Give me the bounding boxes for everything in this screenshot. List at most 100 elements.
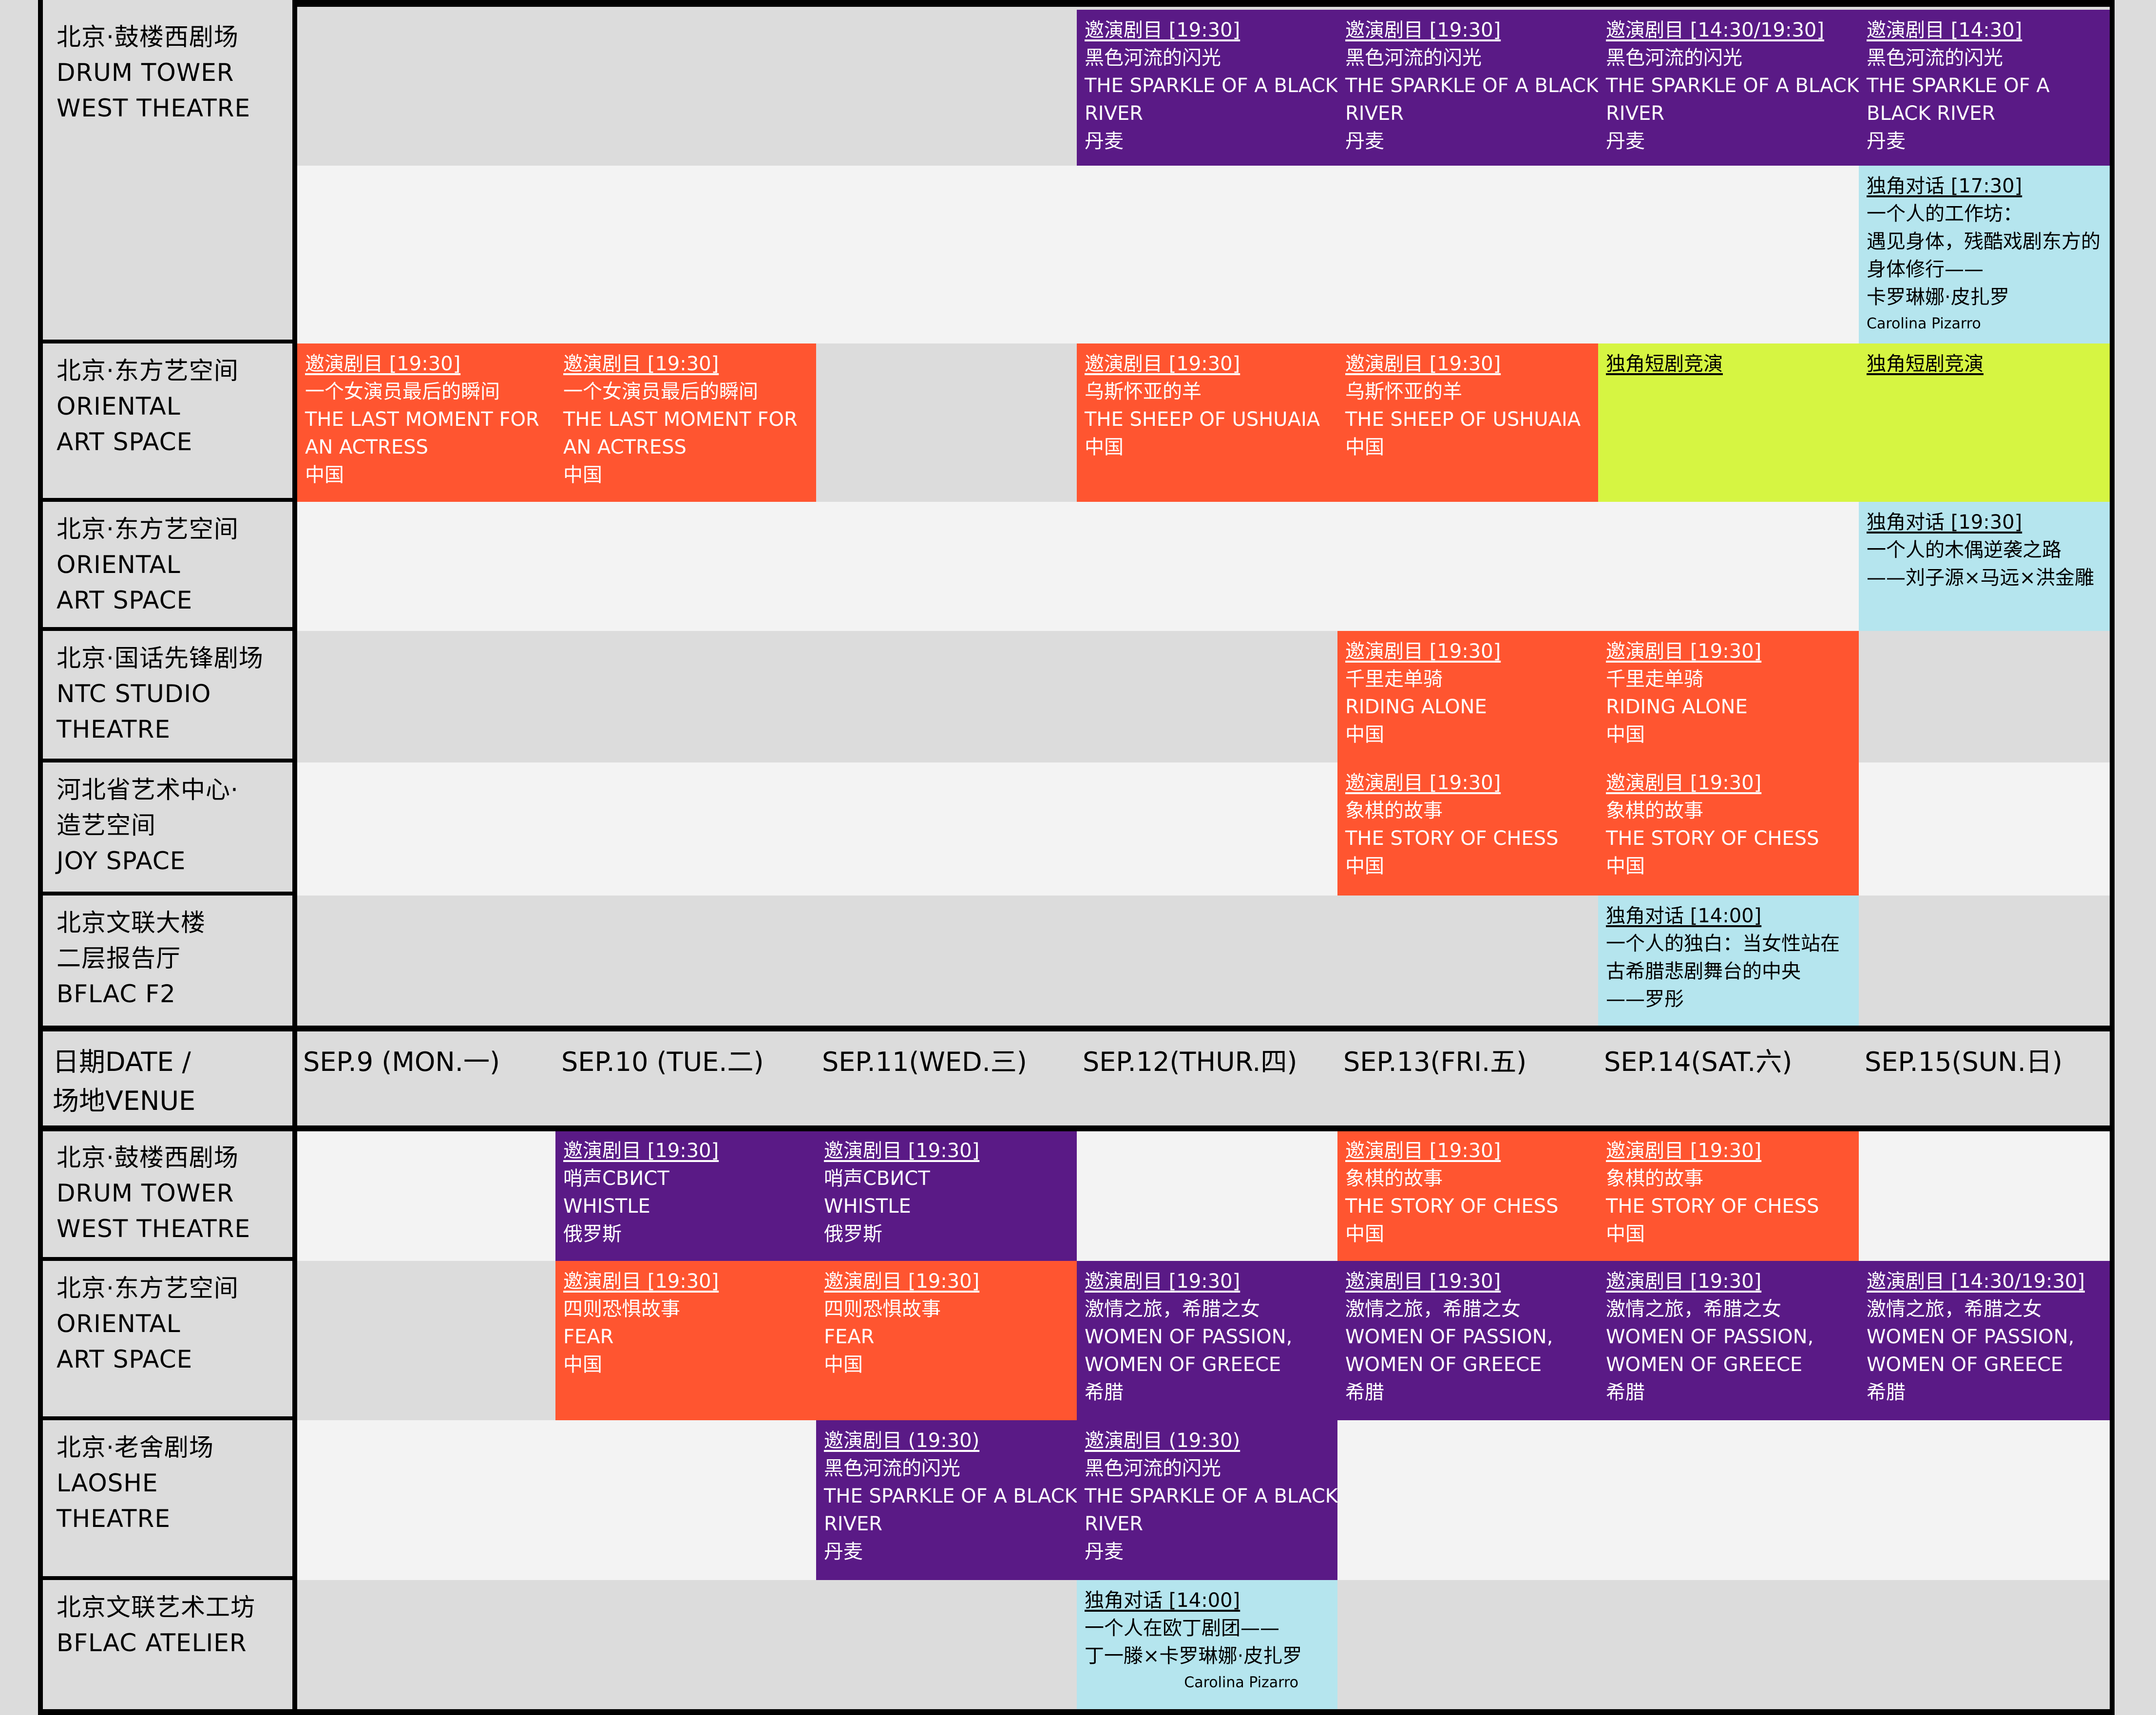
event-text-line: 俄罗斯 (824, 1223, 882, 1245)
event-invited[interactable]: 邀演剧目 [19:30] 哨声СВИСТ WHISTLE 俄罗斯 (816, 1130, 1077, 1261)
event-monodialogue[interactable]: 独角对话 [19:30] 一个人的木偶逆袭之路 ——刘子源×马远×洪金雕 (1859, 502, 2115, 631)
event-text-line: 哨声СВИСТ (563, 1167, 669, 1190)
grid-line (38, 1709, 2115, 1715)
event-text-line: 激情之旅，希腊之女 (1085, 1298, 1260, 1320)
event-text-line: THE SPARKLE OF A BLACK (824, 1485, 1077, 1507)
event-monodialogue[interactable]: 独角对话 [17:30] 一个人的工作坊： 遇见身体，残酷戏剧东方的 身体修行—— 卡罗… (1859, 166, 2115, 343)
event-invited[interactable]: 邀演剧目 [14:30] 黑色河流的闪光 THE SPARKLE OF A BLACK… (1859, 10, 2115, 166)
event-invited[interactable]: 邀演剧目 [14:30/19:30] 激情之旅，希腊之女 WOMEN OF PASS… (1859, 1261, 2115, 1420)
event-text-line: 丹麦 (824, 1541, 863, 1563)
event-category-time: 邀演剧目 [19:30] (824, 1270, 980, 1293)
venue-cell: 北京·鼓楼西剧场 DRUM TOWER WEST THEATRE (43, 10, 287, 339)
event-invited[interactable]: 邀演剧目 [14:30/19:30] 黑色河流的闪光 THE SPARKLE OF … (1598, 10, 1859, 166)
event-category-time: 邀演剧目 [19:30] (1085, 19, 1240, 41)
event-english-name: Carolina Pizarro (1184, 1674, 1298, 1691)
venue-name-line: BFLAC ATELIER (57, 1629, 247, 1657)
event-category-time: 邀演剧目 [19:30] (1345, 1140, 1501, 1162)
date-venue-label-line: 日期DATE / (53, 1047, 191, 1077)
event-text-line: 中国 (1345, 1223, 1384, 1245)
event-text-line: THE STORY OF CHESS (1345, 1195, 1559, 1218)
event-invited[interactable]: 邀演剧目 (19:30) 黑色河流的闪光 THE SPARKLE OF A BLAC… (1077, 1420, 1337, 1580)
event-text-line: 乌斯怀亚的羊 (1085, 381, 1202, 403)
event-text-line: 希腊 (1606, 1381, 1645, 1404)
grid-line (38, 759, 292, 762)
venue-name-line: NTC STUDIO (57, 680, 211, 708)
event-competition[interactable]: 独角短剧竞演 (1598, 343, 1859, 502)
event-invited[interactable]: 邀演剧目 [19:30] 黑色河流的闪光 THE SPARKLE OF A BLAC… (1077, 10, 1337, 166)
event-text-line: ——罗彤 (1606, 988, 1684, 1010)
event-english-name: Carolina Pizarro (1867, 315, 1981, 332)
event-competition[interactable]: 独角短剧竞演 (1859, 343, 2115, 502)
event-category-time: 独角对话 [19:30] (1867, 511, 2022, 534)
event-invited_red[interactable]: 邀演剧目 [19:30] 象棋的故事 THE STORY OF CHESS 中国 (1598, 1130, 1859, 1261)
venue-name-line: ORIENTAL (57, 1310, 181, 1338)
event-text-line: 黑色河流的闪光 (824, 1457, 960, 1480)
date-header-10: SEP.10 (TUE.二) (561, 1047, 764, 1077)
event-text-line: THE STORY OF CHESS (1345, 827, 1559, 850)
date-header-12: SEP.12(THUR.四) (1083, 1047, 1297, 1077)
event-text-line: 希腊 (1345, 1381, 1384, 1404)
venue-cell: 北京·东方艺空间 ORIENTAL ART SPACE (43, 343, 287, 497)
event-invited_red[interactable]: 邀演剧目 [19:30] 象棋的故事 THE STORY OF CHESS 中国 (1598, 762, 1859, 896)
event-text-line: WHISTLE (824, 1195, 911, 1218)
event-text-line: RIVER (1085, 102, 1144, 125)
event-monodialogue[interactable]: 独角对话 [14:00] 一个人在欧丁剧团—— 丁一滕×卡罗琳娜·皮扎罗 Caroli… (1077, 1580, 1337, 1710)
event-invited_red[interactable]: 邀演剧目 [19:30] 乌斯怀亚的羊 THE SHEEP OF USHUAIA 中国 (1337, 343, 1598, 502)
event-category-time: 邀演剧目 [19:30] (1345, 640, 1501, 663)
event-invited[interactable]: 邀演剧目 (19:30) 黑色河流的闪光 THE SPARKLE OF A BLAC… (816, 1420, 1077, 1580)
event-invited[interactable]: 邀演剧目 [19:30] 黑色河流的闪光 THE SPARKLE OF A BLAC… (1337, 10, 1598, 166)
event-text-line: 哨声СВИСТ (824, 1167, 930, 1190)
event-text-line: 希腊 (1085, 1381, 1124, 1404)
event-text-line: 激情之旅，希腊之女 (1345, 1298, 1521, 1320)
event-monodialogue[interactable]: 独角对话 [14:00] 一个人的独白：当女性站在 古希腊悲剧舞台的中央 ——罗彤 (1598, 896, 1859, 1026)
event-invited_red[interactable]: 邀演剧目 [19:30] 千里走单骑 RIDING ALONE 中国 (1337, 631, 1598, 762)
venue-name-line: THEATRE (57, 715, 171, 743)
event-text-line: 遇见身体，残酷戏剧东方的 (1867, 230, 2100, 253)
event-category-time: 邀演剧目 [19:30] (1606, 1140, 1762, 1162)
event-text-line: 黑色河流的闪光 (1606, 47, 1742, 69)
venue-name-line: DRUM TOWER (57, 58, 234, 87)
event-invited_red[interactable]: 邀演剧目 [19:30] 一个女演员最后的瞬间 THE LAST MOMENT FO… (297, 343, 555, 502)
venue-name-line: LAOSHE (57, 1469, 158, 1497)
event-text-line: THE SPARKLE OF A BLACK (1085, 1485, 1337, 1507)
event-invited[interactable]: 邀演剧目 [19:30] 哨声СВИСТ WHISTLE 俄罗斯 (555, 1130, 816, 1261)
event-category-time: 独角对话 [14:00] (1085, 1589, 1240, 1612)
event-text-line: THE SHEEP OF USHUAIA (1085, 408, 1320, 431)
event-text-line: BLACK RIVER (1867, 102, 1996, 125)
event-text-line: THE SPARKLE OF A BLACK (1606, 75, 1859, 97)
grid-line (38, 1416, 292, 1420)
event-invited[interactable]: 邀演剧目 [19:30] 激情之旅，希腊之女 WOMEN OF PASSION, WO… (1598, 1261, 1859, 1420)
event-category-time: 邀演剧目 [14:30] (1867, 19, 2022, 41)
event-category-time: 独角短剧竞演 (1867, 353, 1984, 375)
event-invited_red[interactable]: 邀演剧目 [19:30] 四则恐惧故事 FEAR 中国 (816, 1261, 1077, 1420)
top-divider (292, 0, 2115, 7)
event-text-line: 千里走单骑 (1606, 668, 1703, 690)
event-category-time: 邀演剧目 [19:30] (563, 1140, 719, 1162)
grid-line (38, 498, 292, 502)
grid-line (38, 1125, 2115, 1131)
event-invited_red[interactable]: 邀演剧目 [19:30] 千里走单骑 RIDING ALONE 中国 (1598, 631, 1859, 762)
event-invited[interactable]: 邀演剧目 [19:30] 激情之旅，希腊之女 WOMEN OF PASSION, WO… (1077, 1261, 1337, 1420)
venue-name-line: 二层报告厅 (57, 944, 181, 972)
event-text-line: 一个人的工作坊： (1867, 203, 2022, 225)
event-text-line: WHISTLE (563, 1195, 650, 1218)
venue-name-line: JOY SPACE (57, 847, 186, 875)
event-text-line: THE SPARKLE OF A BLACK (1345, 75, 1598, 97)
event-invited_red[interactable]: 邀演剧目 [19:30] 乌斯怀亚的羊 THE SHEEP OF USHUAIA 中国 (1077, 343, 1337, 502)
date-header-row (43, 1032, 2115, 1125)
venue-name-line: 北京·东方艺空间 (57, 357, 239, 385)
venue-cell: 北京·国话先锋剧场 NTC STUDIO THEATRE (43, 631, 287, 758)
venue-name-line: ART SPACE (57, 428, 193, 456)
event-text-line: 激情之旅，希腊之女 (1606, 1298, 1781, 1320)
event-invited_red[interactable]: 邀演剧目 [19:30] 象棋的故事 THE STORY OF CHESS 中国 (1337, 762, 1598, 896)
event-invited_red[interactable]: 邀演剧目 [19:30] 四则恐惧故事 FEAR 中国 (555, 1261, 816, 1420)
event-invited_red[interactable]: 邀演剧目 [19:30] 一个女演员最后的瞬间 THE LAST MOMENT FO… (555, 343, 816, 502)
venue-cell: 北京·东方艺空间 ORIENTAL ART SPACE (43, 502, 287, 626)
venue-name-line: 河北省艺术中心· (57, 776, 239, 804)
event-invited_red[interactable]: 邀演剧目 [19:30] 象棋的故事 THE STORY OF CHESS 中国 (1337, 1130, 1598, 1261)
event-text-line: 黑色河流的闪光 (1085, 1457, 1221, 1480)
event-invited[interactable]: 邀演剧目 [19:30] 激情之旅，希腊之女 WOMEN OF PASSION, WO… (1337, 1261, 1598, 1420)
event-text-line: 希腊 (1867, 1381, 1906, 1404)
venue-name-line: 北京文联大楼 (57, 909, 206, 937)
